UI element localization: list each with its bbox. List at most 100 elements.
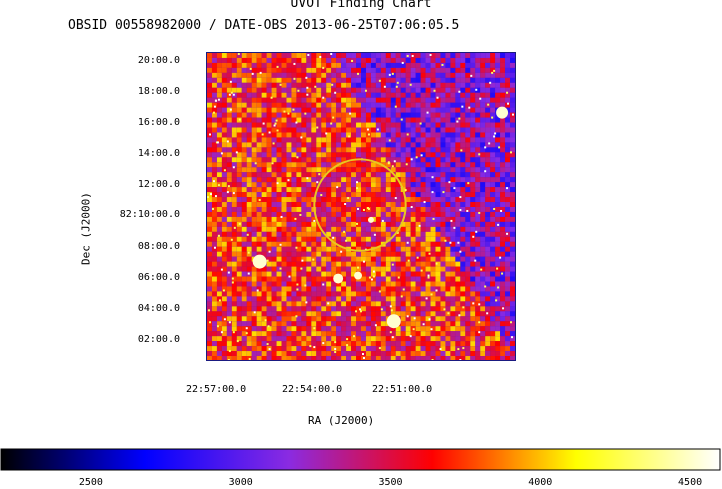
image-pixel: [311, 306, 317, 312]
image-pixel: [445, 216, 451, 222]
image-pixel: [236, 53, 242, 58]
image-pixel: [450, 346, 456, 352]
image-pixel: [510, 301, 515, 307]
image-pixel: [261, 92, 267, 98]
image-pixel: [460, 87, 466, 93]
image-pixel: [375, 211, 381, 217]
image-pixel: [256, 117, 262, 123]
image-pixel: [415, 251, 421, 257]
image-pixel: [326, 142, 332, 148]
image-pixel: [495, 216, 501, 222]
image-pixel: [207, 122, 212, 128]
image-pixel: [256, 306, 262, 312]
image-pixel: [450, 236, 456, 242]
image-pixel: [440, 356, 446, 360]
image-pixel: [475, 216, 481, 222]
image-pixel: [490, 182, 496, 188]
image-pixel: [400, 226, 406, 232]
image-pixel: [500, 97, 506, 103]
star-speckle: [273, 124, 276, 127]
image-pixel: [256, 53, 262, 58]
image-pixel: [336, 72, 342, 78]
image-pixel: [241, 246, 247, 252]
image-pixel: [271, 256, 277, 262]
image-pixel: [311, 231, 317, 237]
image-pixel: [256, 266, 262, 272]
image-pixel: [395, 202, 401, 207]
image-pixel: [336, 97, 342, 103]
image-pixel: [241, 67, 247, 73]
image-pixel: [356, 356, 361, 360]
image-pixel: [216, 286, 222, 292]
image-pixel: [485, 226, 491, 232]
image-pixel: [311, 137, 317, 143]
star-speckle: [360, 310, 362, 313]
image-pixel: [495, 182, 501, 188]
image-pixel: [301, 53, 307, 58]
image-pixel: [256, 112, 262, 118]
image-pixel: [316, 251, 322, 257]
image-pixel: [331, 132, 337, 138]
image-pixel: [480, 192, 486, 198]
image-pixel: [336, 127, 342, 133]
image-pixel: [510, 197, 515, 203]
image-pixel: [390, 251, 396, 257]
image-pixel: [261, 276, 267, 282]
image-pixel: [336, 67, 342, 73]
image-pixel: [450, 356, 456, 360]
image-pixel: [405, 57, 411, 63]
image-pixel: [291, 341, 297, 347]
image-pixel: [370, 251, 376, 257]
image-pixel: [365, 142, 371, 148]
image-pixel: [415, 301, 421, 307]
image-pixel: [365, 301, 371, 307]
image-pixel: [510, 202, 515, 207]
image-pixel: [266, 261, 272, 267]
image-pixel: [296, 241, 302, 247]
image-pixel: [500, 301, 506, 307]
image-pixel: [211, 182, 217, 188]
image-pixel: [241, 341, 247, 347]
image-pixel: [251, 246, 257, 252]
image-pixel: [216, 346, 222, 352]
image-pixel: [271, 132, 277, 138]
image-pixel: [375, 251, 381, 257]
image-pixel: [400, 336, 406, 342]
image-pixel: [241, 92, 247, 98]
image-pixel: [246, 177, 252, 183]
image-pixel: [331, 107, 337, 113]
image-pixel: [351, 226, 357, 232]
image-pixel: [490, 157, 496, 163]
image-pixel: [425, 187, 431, 193]
image-pixel: [316, 306, 322, 312]
image-pixel: [266, 231, 272, 237]
image-pixel: [361, 182, 366, 188]
image-pixel: [336, 281, 342, 287]
image-pixel: [226, 62, 232, 68]
image-pixel: [500, 261, 506, 267]
image-pixel: [495, 331, 501, 337]
image-pixel: [281, 137, 287, 143]
image-pixel: [276, 266, 282, 272]
image-pixel: [261, 77, 267, 83]
image-pixel: [450, 306, 456, 312]
image-pixel: [226, 87, 232, 93]
image-pixel: [365, 87, 371, 93]
image-pixel: [281, 251, 287, 257]
image-pixel: [256, 192, 262, 198]
image-pixel: [231, 251, 237, 257]
image-pixel: [425, 62, 431, 68]
star-speckle: [293, 77, 296, 80]
image-pixel: [410, 346, 416, 352]
image-pixel: [380, 137, 386, 143]
image-pixel: [216, 356, 222, 360]
image-pixel: [435, 127, 441, 133]
image-pixel: [291, 62, 297, 68]
image-pixel: [276, 137, 282, 143]
image-pixel: [311, 246, 317, 252]
image-pixel: [505, 226, 511, 232]
star-speckle: [459, 196, 462, 199]
star-speckle: [493, 135, 496, 138]
star-speckle: [478, 211, 481, 214]
image-pixel: [500, 92, 506, 98]
